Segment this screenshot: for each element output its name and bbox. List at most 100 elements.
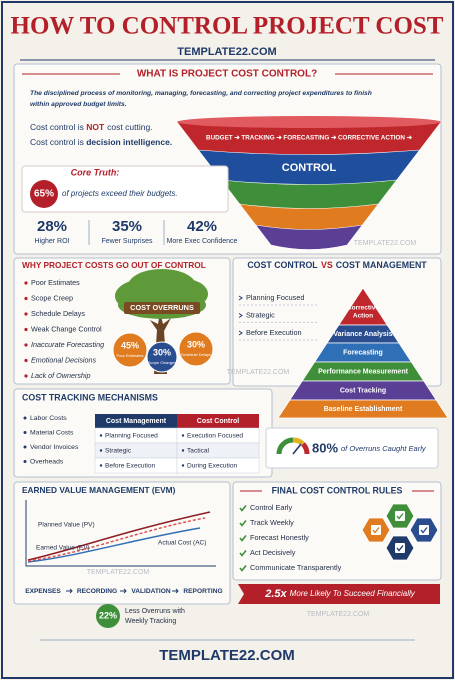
bullet	[24, 374, 28, 378]
list-item: Scope Creep	[31, 293, 73, 302]
curve-ev	[27, 527, 201, 563]
pyramid-label: Action	[353, 313, 373, 320]
gauge-arc	[276, 437, 294, 455]
bubble-label: Scope Changes	[148, 360, 176, 365]
table-header-cell	[95, 414, 177, 428]
bullet	[181, 464, 185, 467]
stat-badge	[30, 180, 58, 208]
table-header: Cost Management	[106, 418, 167, 425]
list-item: Inaccurate Forecasting	[31, 340, 104, 349]
funnel-text: CONTROL	[282, 162, 337, 174]
list-item: Act Decisively	[250, 548, 296, 557]
list-item: Weak Change Control	[31, 324, 102, 333]
list-item: Vendor Invoices	[30, 444, 79, 451]
icon-glyph	[371, 525, 381, 535]
table-cell-text: Planning Focused	[105, 432, 158, 439]
list-item: Communicate Transparently	[250, 563, 342, 572]
chart-axes	[25, 500, 216, 567]
statement: Cost control is decision intelligence.	[30, 137, 172, 147]
pyramid-label: Cost Tracking	[340, 387, 386, 394]
banner-label: More Likely To Succeed Financially	[290, 589, 416, 598]
bullet	[181, 434, 185, 437]
bullet	[23, 431, 27, 434]
table-cell-text: Tactical	[187, 447, 210, 454]
list-item: Labor Costs	[30, 415, 67, 422]
section-heading: WHY PROJECT COSTS GO OUT OF CONTROL	[22, 260, 206, 270]
icon-check	[372, 527, 380, 534]
funnel-layer	[220, 179, 398, 209]
check-icon	[239, 505, 247, 512]
table-cell-text: Strategic	[105, 447, 132, 454]
page-title: HOW TO CONTROL PROJECT COST	[11, 13, 444, 40]
section-heading: WHAT IS PROJECT COST CONTROL?	[137, 69, 317, 80]
list-item: Before Execution	[246, 328, 302, 337]
bubble-value: 45%	[121, 340, 139, 350]
gauge-arc	[292, 437, 305, 446]
tree-label: COST OVERRUNS	[130, 303, 194, 312]
table-header: Cost Control	[197, 418, 239, 425]
bullet	[99, 464, 103, 467]
stat-label: More Exec Confidence	[167, 238, 238, 245]
statement-part: cost cutting.	[107, 122, 152, 132]
list-item: Forecast Honestly	[250, 533, 309, 542]
site-name: TEMPLATE22.COM	[177, 46, 276, 58]
section-box	[13, 481, 231, 605]
stat-value: 35%	[112, 218, 142, 235]
bullet	[23, 445, 27, 449]
flow-arrow	[120, 588, 127, 594]
banner	[238, 584, 440, 604]
table-header-cell	[177, 414, 259, 428]
bullet	[24, 281, 28, 285]
check-icon	[239, 520, 247, 527]
callout-label: Core Truth:	[71, 167, 120, 177]
curve-ac	[27, 517, 206, 562]
flow-arrow	[66, 588, 73, 594]
list-item: Planning Focused	[246, 293, 304, 302]
footer-site: TEMPLATE22.COM	[159, 647, 295, 664]
icon-glyph	[419, 525, 429, 535]
bubble-value: 30%	[153, 347, 171, 357]
bullet	[24, 296, 28, 301]
statement-emphasis: decision intelligence.	[86, 137, 172, 147]
flow-step: VALIDATION	[131, 588, 171, 595]
callout-text: of projects exceed their budgets.	[62, 189, 178, 198]
pyramid-label: Variance Analysis	[333, 331, 392, 338]
list-item: Overheads	[30, 458, 64, 465]
definition-line: The disciplined process of monitoring, m…	[30, 90, 372, 97]
section-heading: FINAL COST CONTROL RULES	[272, 485, 403, 495]
watermark: TEMPLATE22.COM	[227, 369, 290, 376]
bullet	[99, 434, 103, 437]
pyramid-label: Performance Measurement	[318, 368, 409, 375]
check-icon	[239, 565, 247, 572]
bubble-value: 30%	[187, 339, 205, 349]
bubble	[178, 331, 214, 367]
icon-check	[396, 545, 404, 552]
list-item: Strategic	[246, 310, 275, 319]
bullet	[23, 416, 27, 420]
heading-part: COST CONTROL	[247, 260, 318, 270]
statement-emphasis: NOT	[86, 122, 105, 132]
banner-text: 2.5x More Likely To Succeed Financially	[264, 588, 416, 600]
curve-label: Earned Value (EV)	[36, 545, 90, 552]
banner-value: 2.5x	[264, 588, 287, 600]
heading-vs: VS	[321, 260, 333, 270]
stat-text: Less Overruns with	[125, 608, 185, 615]
list-item: Material Costs	[30, 429, 74, 436]
funnel-text: BUDGET ➔ TRACKING ➔ FORECASTING ➔ CORREC…	[206, 135, 412, 142]
bullet	[181, 449, 185, 452]
stat-badge	[96, 604, 120, 628]
stat-value: 28%	[37, 218, 67, 235]
table-cell	[176, 457, 260, 474]
watermark: TEMPLATE22.COM	[87, 569, 150, 576]
callout-box	[265, 427, 439, 469]
list-item: Track Weekly	[250, 518, 294, 527]
gauge-arc	[301, 442, 310, 455]
arrow-bullet	[238, 330, 243, 336]
statement: Cost control is NOT cost cutting.	[30, 122, 153, 132]
curve-label: Actual Cost (AC)	[158, 540, 206, 547]
arrow-bullet	[238, 313, 243, 318]
stat-value: 65%	[34, 189, 54, 200]
bubble-label: Schedule Delays	[181, 352, 211, 357]
table-cell-text: Execution Focused	[187, 432, 243, 439]
